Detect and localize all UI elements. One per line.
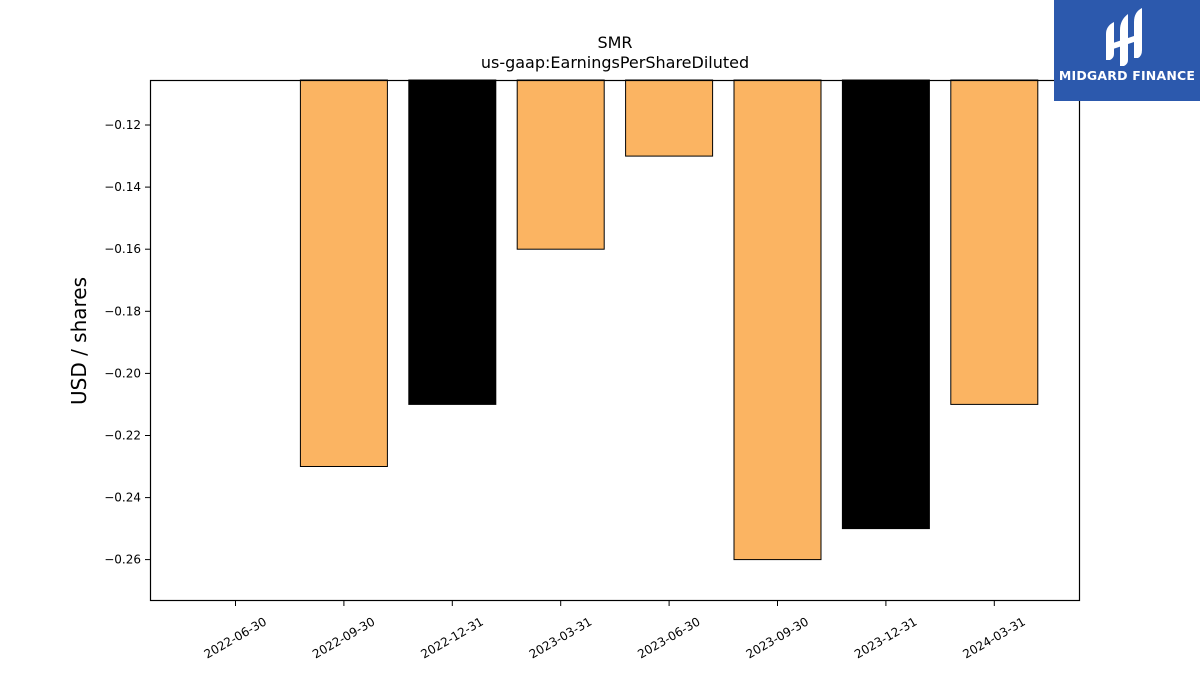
- midgard-logo-icon: [1106, 8, 1142, 66]
- x-tick-label: 2023-09-30: [744, 614, 811, 661]
- x-ticks-group: 2022-06-30 2022-09-30 2022-12-31 2023-03-31…: [202, 600, 1028, 661]
- chart-subtitle: us-gaap:EarningsPerShareDiluted: [481, 53, 749, 72]
- y-tick-label: −0.16: [104, 242, 141, 256]
- chart-title: SMR: [597, 33, 632, 52]
- bar-2022-12-31: [408, 79, 497, 405]
- y-tick-label: −0.12: [104, 118, 141, 132]
- bars-group: [299, 79, 1039, 561]
- y-tick-label: −0.22: [104, 429, 141, 443]
- bar-2022-09-30: [299, 79, 388, 467]
- x-tick-label: 2023-03-31: [527, 614, 594, 661]
- bar-2023-12-31: [841, 79, 930, 530]
- x-tick-label: 2023-06-30: [635, 614, 702, 661]
- x-tick-label: 2022-06-30: [202, 614, 269, 661]
- x-tick-label: 2023-12-31: [852, 614, 919, 661]
- x-tick-label: 2022-09-30: [310, 614, 377, 661]
- y-ticks-group: −0.12 −0.14 −0.16 −0.18 −0.20 −0.22 −0.24 −0.26: [104, 118, 150, 567]
- y-tick-label: −0.18: [104, 304, 141, 318]
- logo-text: MIDGARD FINANCE: [1058, 68, 1196, 83]
- x-tick-label: 2022-12-31: [418, 614, 485, 661]
- y-axis-label: USD / shares: [67, 277, 91, 405]
- y-tick-label: −0.20: [104, 366, 141, 380]
- midgard-finance-logo: MIDGARD FINANCE: [1054, 0, 1200, 101]
- x-tick-label: 2024-03-31: [960, 614, 1027, 661]
- y-tick-label: −0.24: [104, 491, 141, 505]
- y-tick-label: −0.26: [104, 553, 141, 567]
- bar-2023-06-30: [625, 79, 714, 157]
- bar-2023-09-30: [733, 79, 822, 561]
- y-tick-label: −0.14: [104, 180, 141, 194]
- bar-2023-03-31: [516, 79, 605, 250]
- plot-frame: [149, 79, 1081, 602]
- bar-2024-03-31: [950, 79, 1039, 405]
